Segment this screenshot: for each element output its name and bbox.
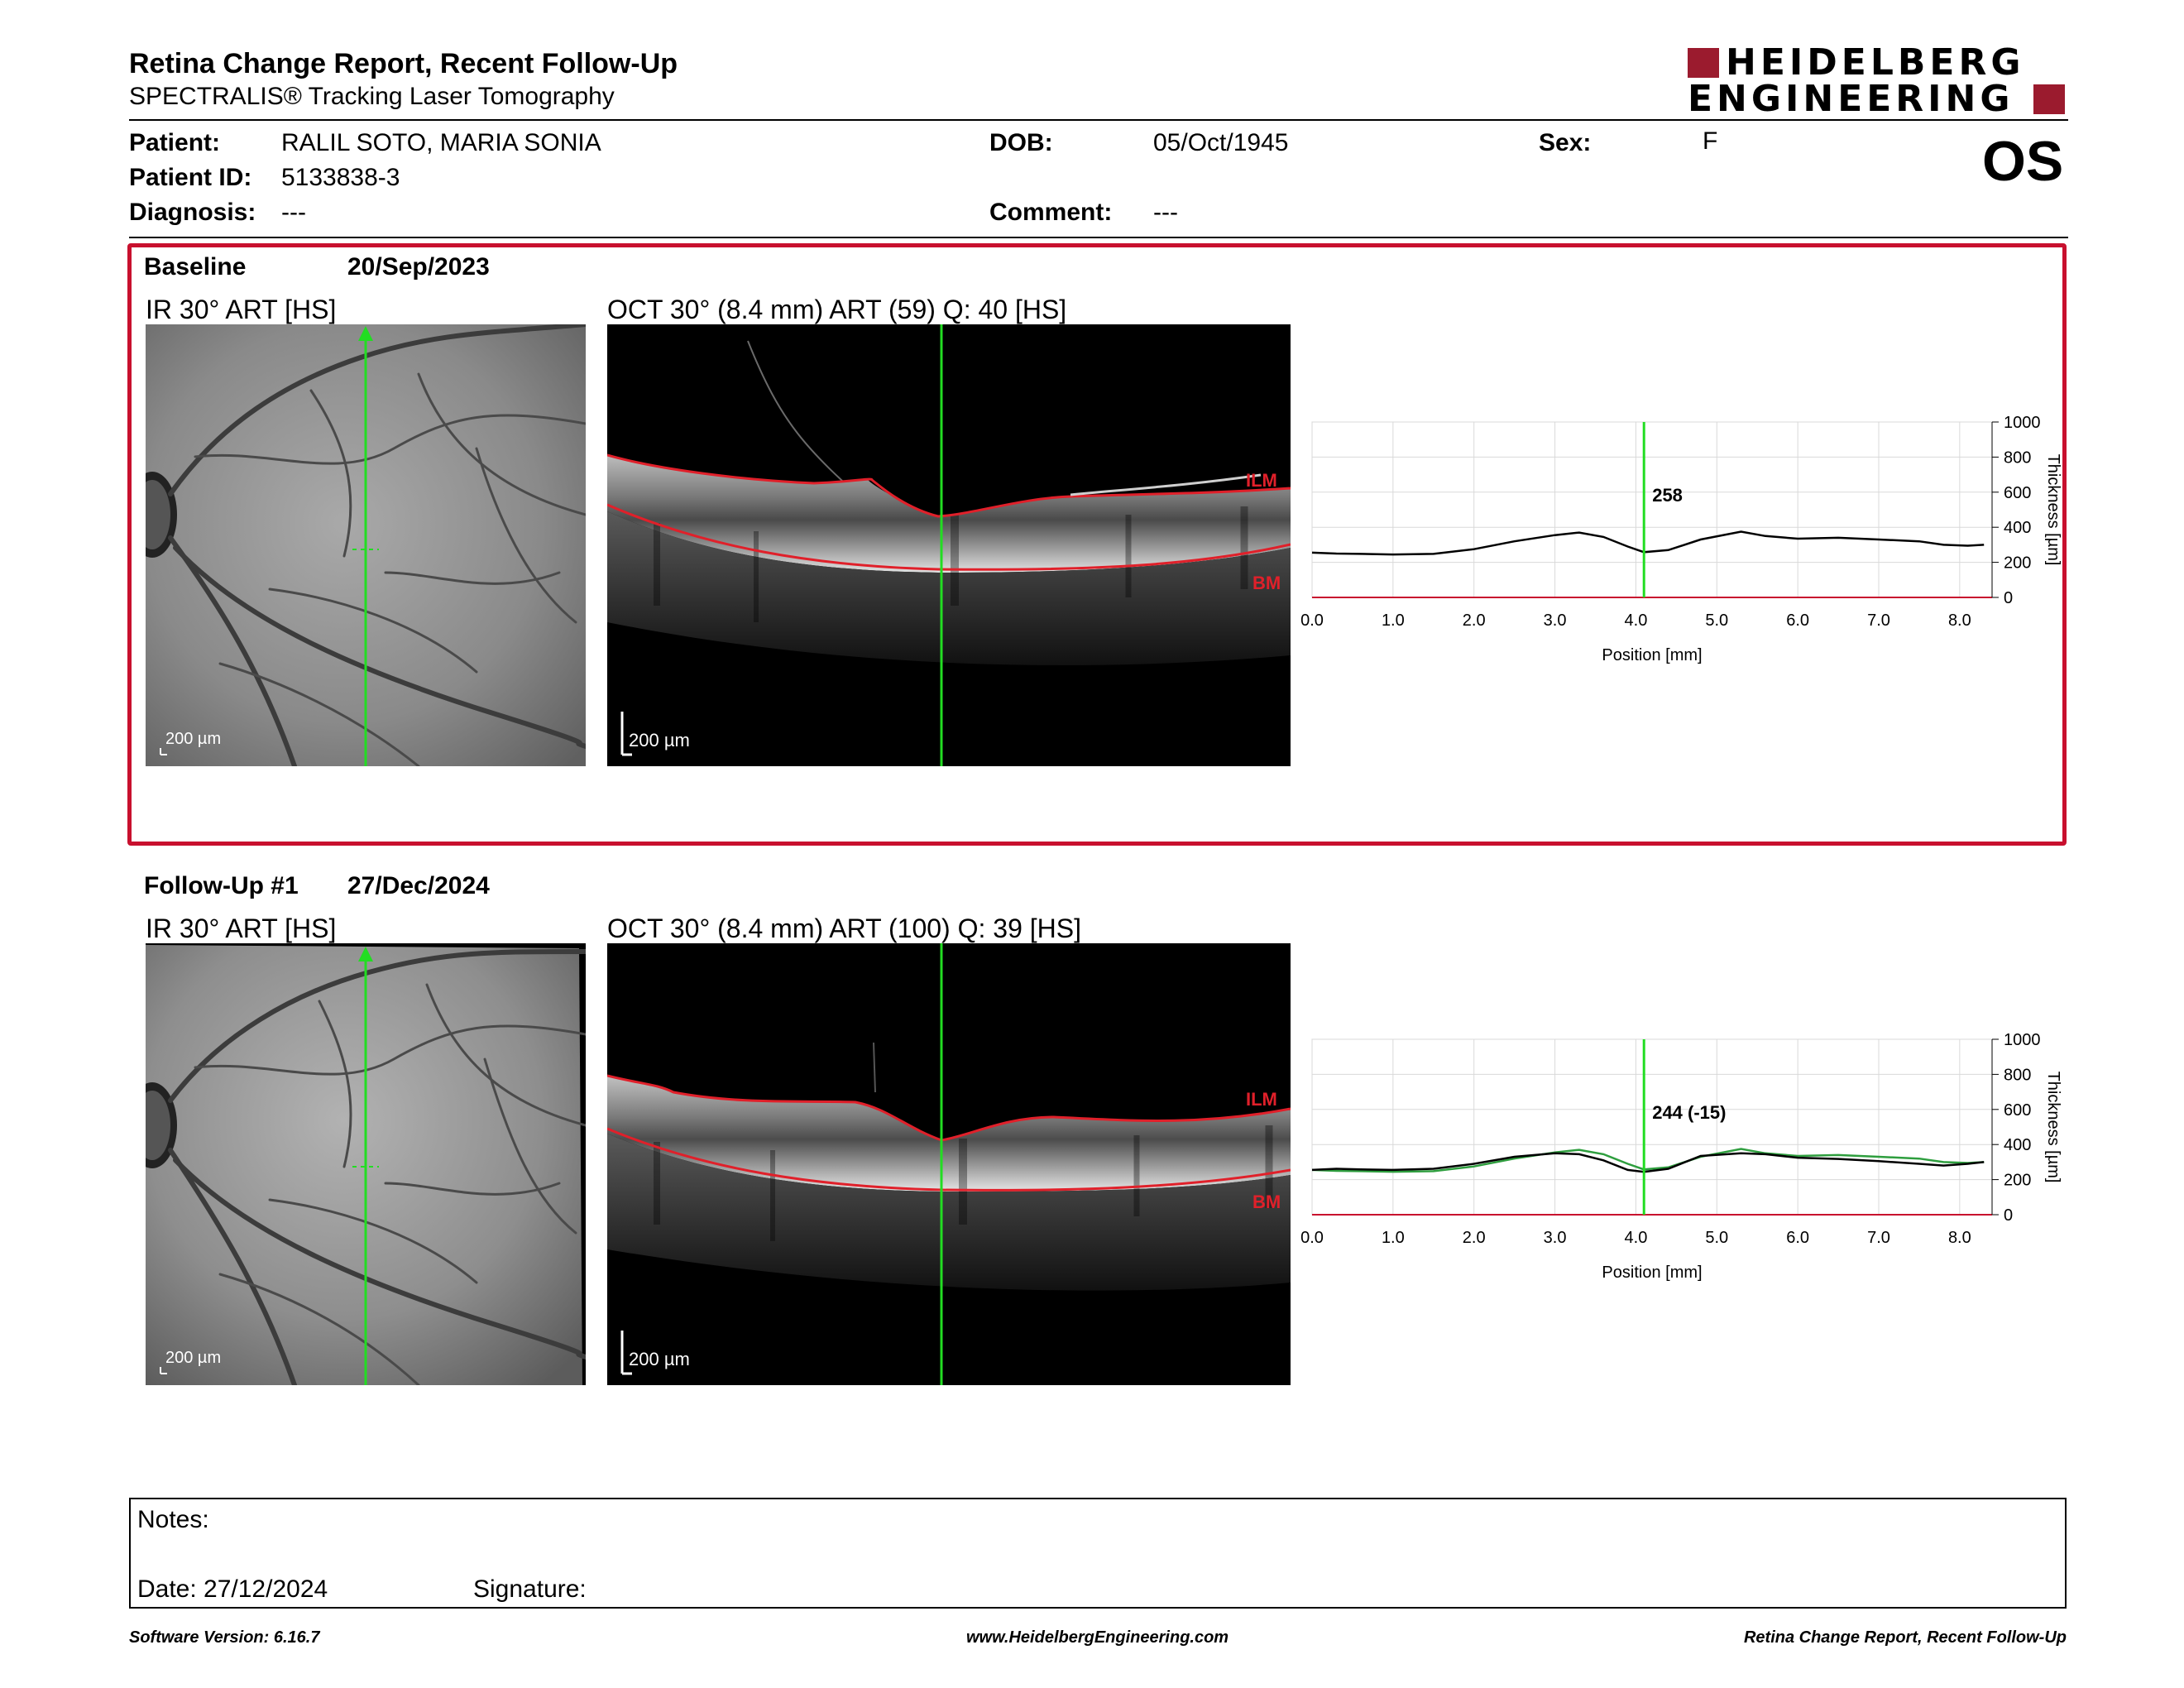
x-tick-label: 0.0 — [1300, 611, 1324, 630]
ir-title: IR 30° ART [HS] — [146, 295, 337, 324]
thickness-chart: 0.0 1.0 2.0 3.0 4.0 5.0 6.0 7.0 8.0 0 200 400 600 800… — [1291, 1014, 2085, 1304]
patient-divider — [129, 237, 2068, 238]
oct-title: OCT 30° (8.4 mm) ART (59) Q: 40 [HS] — [607, 295, 1067, 324]
exam-date: 27/Dec/2024 — [347, 872, 490, 899]
x-tick-label: 4.0 — [1625, 611, 1648, 630]
y-tick-label: 800 — [2004, 448, 2031, 467]
logo-square-icon — [2033, 84, 2065, 114]
patient-label: Patient: — [129, 129, 221, 156]
y-tick-label: 200 — [2004, 1172, 2031, 1190]
footer-report-name: Retina Change Report, Recent Follow-Up — [1743, 1628, 2067, 1647]
oct-bscan-image[interactable]: ILM BM 200 µm — [607, 324, 1291, 766]
oct-scale-bar: 200 µm — [629, 1349, 690, 1369]
eye-indicator: OS — [1982, 130, 2064, 193]
x-axis-label: Position [mm] — [1602, 646, 1702, 664]
oct-illustration — [607, 324, 1291, 766]
y-tick-label: 0 — [2004, 589, 2013, 607]
report-title: Retina Change Report, Recent Follow-Up — [129, 48, 678, 79]
y-tick-label: 1000 — [2004, 414, 2041, 432]
y-tick-label: 400 — [2004, 1136, 2031, 1154]
x-tick-label: 8.0 — [1948, 1229, 1971, 1247]
ir-fundus-image[interactable]: 200 µm — [146, 943, 586, 1385]
baseline-frame — [127, 243, 2067, 846]
oct-bscan-image[interactable]: ILM BM 200 µm — [607, 943, 1291, 1385]
logo-text-line2: ENGINEERING — [1688, 78, 2014, 120]
ir-fundus-image[interactable]: 200 µm — [146, 324, 586, 766]
logo-text-line1: HEIDELBERG — [1726, 41, 2025, 84]
notes-label: Notes: — [137, 1506, 209, 1533]
y-tick-label: 800 — [2004, 1066, 2031, 1084]
ir-scale-bar: 200 µm — [165, 730, 222, 748]
x-axis-label: Position [mm] — [1602, 1264, 1702, 1282]
x-tick-label: 7.0 — [1867, 611, 1890, 630]
notes-date: Date: 27/12/2024 — [137, 1575, 328, 1603]
exam-label: Baseline — [144, 253, 247, 281]
plot-area — [1311, 421, 1993, 598]
x-tick-label: 6.0 — [1786, 611, 1809, 630]
y-tick-label: 200 — [2004, 554, 2031, 573]
diagnosis-label: Diagnosis: — [129, 199, 256, 226]
plot-area — [1311, 1038, 1993, 1216]
x-tick-label: 7.0 — [1867, 1229, 1890, 1247]
patient-id: 5133838-3 — [281, 164, 400, 191]
dob-value: 05/Oct/1945 — [1153, 129, 1289, 156]
thickness-chart-svg: 0.0 1.0 2.0 3.0 4.0 5.0 6.0 7.0 8.0 0 200 400 600 800… — [1300, 414, 2062, 664]
x-tick-label: 8.0 — [1948, 611, 1971, 630]
x-tick-label: 2.0 — [1463, 611, 1486, 630]
y-tick-label: 0 — [2004, 1206, 2013, 1225]
thickness-chart: 0.0 1.0 2.0 3.0 4.0 5.0 6.0 7.0 8.0 0 200 400 600 800… — [1291, 397, 2085, 687]
signature-label: Signature: — [473, 1575, 587, 1603]
comment-label: Comment: — [989, 199, 1113, 226]
thickness-annotation: 258 — [1652, 485, 1683, 506]
fundus-illustration — [146, 943, 586, 1385]
ir-title: IR 30° ART [HS] — [146, 914, 337, 943]
exam-date: 20/Sep/2023 — [347, 253, 490, 281]
software-version: Software Version: 6.16.7 — [129, 1628, 320, 1647]
website-link[interactable]: www.HeidelbergEngineering.com — [966, 1628, 1229, 1647]
thickness-chart-svg: 0.0 1.0 2.0 3.0 4.0 5.0 6.0 7.0 8.0 0 200 400 600 800… — [1300, 1031, 2062, 1282]
y-tick-label: 600 — [2004, 1101, 2031, 1120]
comment-value: --- — [1153, 199, 1178, 226]
x-tick-label: 4.0 — [1625, 1229, 1648, 1247]
y-axis-label: Thickness [µm] — [2044, 454, 2062, 566]
bm-label: BM — [1252, 1192, 1281, 1212]
device-subtitle: SPECTRALIS® Tracking Laser Tomography — [129, 83, 615, 110]
x-tick-label: 5.0 — [1705, 611, 1728, 630]
oct-illustration — [607, 943, 1291, 1385]
y-axis-label: Thickness [µm] — [2044, 1072, 2062, 1183]
dob-label: DOB: — [989, 129, 1053, 156]
fundus-illustration — [146, 324, 586, 766]
x-tick-label: 3.0 — [1544, 1229, 1567, 1247]
x-tick-label: 0.0 — [1300, 1229, 1324, 1247]
y-tick-label: 400 — [2004, 519, 2031, 537]
oct-title: OCT 30° (8.4 mm) ART (100) Q: 39 [HS] — [607, 914, 1081, 943]
logo-square-icon — [1688, 48, 1719, 78]
y-tick-label: 1000 — [2004, 1031, 2041, 1049]
patient-name: RALIL SOTO, MARIA SONIA — [281, 129, 601, 156]
x-tick-label: 1.0 — [1382, 611, 1405, 630]
y-tick-label: 600 — [2004, 484, 2031, 502]
x-tick-label: 3.0 — [1544, 611, 1567, 630]
sex-label: Sex: — [1539, 129, 1592, 156]
x-tick-label: 5.0 — [1705, 1229, 1728, 1247]
thickness-annotation: 244 (-15) — [1652, 1102, 1726, 1123]
x-tick-label: 1.0 — [1382, 1229, 1405, 1247]
x-tick-label: 2.0 — [1463, 1229, 1486, 1247]
x-tick-label: 6.0 — [1786, 1229, 1809, 1247]
sex-value: F — [1703, 127, 1718, 155]
ilm-label: ILM — [1246, 1089, 1277, 1110]
ir-scale-bar: 200 µm — [165, 1349, 222, 1367]
oct-scale-bar: 200 µm — [629, 730, 690, 750]
notes-box[interactable]: Notes: Date: 27/12/2024 Signature: — [129, 1498, 2067, 1609]
header-divider — [129, 119, 2068, 121]
ilm-label: ILM — [1246, 470, 1277, 491]
patient-id-label: Patient ID: — [129, 164, 252, 191]
exam-label: Follow-Up #1 — [144, 872, 299, 899]
bm-label: BM — [1252, 573, 1281, 593]
diagnosis-value: --- — [281, 199, 306, 226]
